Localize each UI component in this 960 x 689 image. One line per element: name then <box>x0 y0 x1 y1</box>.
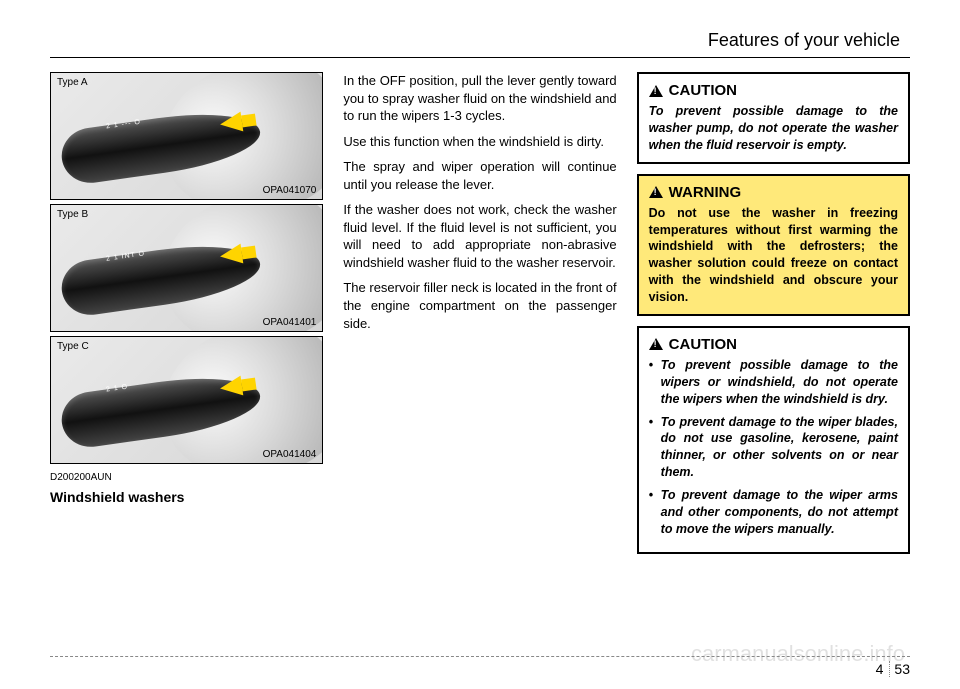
warning-box: WARNING Do not use the washer in freezin… <box>637 174 910 316</box>
figure-type-label: Type C <box>57 341 89 352</box>
caution-box: CAUTION To prevent possible damage to th… <box>637 72 910 164</box>
footer-rule <box>50 656 910 657</box>
caution-title: CAUTION <box>649 82 898 99</box>
arrow-icon <box>219 112 244 135</box>
body-paragraph: If the washer does not work, check the w… <box>343 201 616 271</box>
caution-title-text: CAUTION <box>669 336 737 353</box>
figure-type-label: Type A <box>57 77 88 88</box>
body-paragraph: Use this function when the windshield is… <box>343 133 616 151</box>
caution-title: CAUTION <box>649 336 898 353</box>
column-middle: In the OFF position, pull the lever gent… <box>343 72 616 564</box>
caution-list: To prevent possible damage to the wipers… <box>649 357 898 538</box>
page: Features of your vehicle 2 1 --- O Type … <box>0 0 960 689</box>
warning-title-text: WARNING <box>669 184 742 201</box>
column-left: 2 1 --- O Type A OPA041070 2 1 INT O Typ… <box>50 72 323 564</box>
figure-code: OPA041070 <box>263 185 317 196</box>
header-rule <box>50 57 910 58</box>
chapter-number: 4 <box>876 661 891 677</box>
content-columns: 2 1 --- O Type A OPA041070 2 1 INT O Typ… <box>50 72 910 564</box>
caution-body: To prevent possible damage to the washer… <box>649 103 898 154</box>
figure-type-label: Type B <box>57 209 88 220</box>
warning-title: WARNING <box>649 184 898 201</box>
header-title: Features of your vehicle <box>50 30 910 57</box>
subheading: Windshield washers <box>50 489 323 505</box>
warning-triangle-icon <box>649 186 663 198</box>
caution-title-text: CAUTION <box>669 82 737 99</box>
figure-code: OPA041404 <box>263 449 317 460</box>
body-paragraph: The spray and wiper operation will conti… <box>343 158 616 193</box>
warning-triangle-icon <box>649 85 663 97</box>
figure-a: 2 1 --- O Type A OPA041070 <box>50 72 323 200</box>
body-paragraph: The reservoir filler neck is located in … <box>343 279 616 332</box>
warning-triangle-icon <box>649 338 663 350</box>
warning-body: Do not use the washer in freezing temper… <box>649 205 898 306</box>
arrow-icon <box>219 244 244 267</box>
footer: 453 <box>50 656 910 677</box>
figure-code: OPA041401 <box>263 317 317 328</box>
column-right: CAUTION To prevent possible damage to th… <box>637 72 910 564</box>
caution-list-item: To prevent possible damage to the wipers… <box>649 357 898 408</box>
code-ref: D200200AUN <box>50 472 323 483</box>
figure-c: 2 1 O Type C OPA041404 <box>50 336 323 464</box>
page-number: 453 <box>50 661 910 677</box>
caution-list-item: To prevent damage to the wiper arms and … <box>649 487 898 538</box>
body-paragraph: In the OFF position, pull the lever gent… <box>343 72 616 125</box>
caution-list-item: To prevent damage to the wiper blades, d… <box>649 414 898 482</box>
page-number-value: 53 <box>894 661 910 677</box>
caution-box: CAUTION To prevent possible damage to th… <box>637 326 910 554</box>
figure-b: 2 1 INT O Type B OPA041401 <box>50 204 323 332</box>
arrow-icon <box>219 376 244 399</box>
